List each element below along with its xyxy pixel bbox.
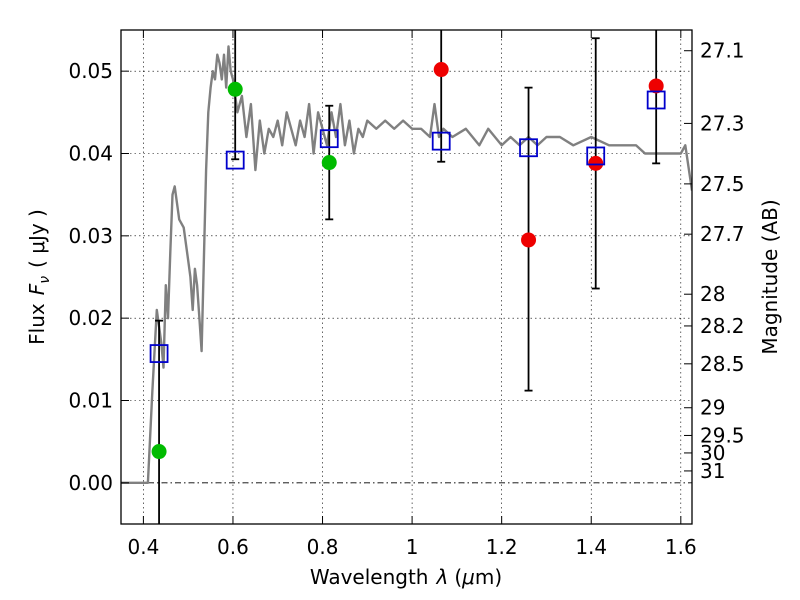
mag-tick-label: 27.7 — [700, 222, 745, 246]
y-axis-title-unit: ( μJy ) — [25, 209, 49, 268]
photometry-point — [433, 62, 449, 78]
mag-tick-label: 29 — [700, 396, 725, 420]
y-axis-title-subscript: ν — [37, 276, 53, 284]
x-axis-title-unit-mu: μ — [461, 565, 475, 589]
mag-tick-label: 27.5 — [700, 172, 745, 196]
y-axis-title: Flux Fν ( μJy ) — [25, 209, 53, 345]
model-flux-square — [646, 90, 666, 110]
mag-tick-label: 27.3 — [700, 111, 745, 135]
x-axis-title-unit-rest: m) — [475, 565, 502, 589]
model-flux-square — [225, 150, 245, 170]
x-tick-label: 1 — [406, 535, 419, 559]
mag-tick-label: 27.1 — [700, 39, 745, 63]
mag-tick-label: 31 — [700, 459, 725, 483]
y2-axis-title: Magnitude (AB) — [758, 199, 782, 354]
x-tick-label: 0.6 — [217, 535, 249, 559]
x-axis-title: Wavelength λ (μm) — [310, 565, 502, 589]
y-tick-label: 0.05 — [68, 59, 113, 83]
x-tick-label: 0.4 — [127, 535, 159, 559]
y-tick-label: 0.02 — [68, 306, 113, 330]
model-flux-square — [586, 146, 606, 166]
photometry-point — [151, 444, 167, 460]
mag-tick-label: 28.2 — [700, 314, 745, 338]
plot-frame — [120, 29, 693, 525]
model-flux-square — [319, 129, 339, 149]
model-spectrum-line — [121, 45, 692, 484]
y-tick-label: 0.04 — [68, 142, 113, 166]
y-axis-title-text: Flux — [25, 303, 49, 345]
tick-label-layer: 0.4 0.6 0.8 1 1.2 1.4 1.6 0.00 0.01 0.02 0.03 0.04 0… — [68, 39, 744, 559]
mag-tick-label: 29.5 — [700, 423, 745, 447]
x-tick-label: 1.6 — [665, 535, 697, 559]
photometry-point — [588, 155, 604, 171]
marker-layer — [149, 62, 666, 460]
x-axis-title-unit-open: ( — [454, 565, 462, 589]
x-tick-label: 1.2 — [486, 535, 518, 559]
mag-tick-label: 28.5 — [700, 352, 745, 376]
y-axis-title-symbol: F — [25, 283, 49, 295]
y-tick-label: 0.01 — [68, 389, 113, 413]
photometry-point — [321, 155, 337, 171]
mag-tick-label: 28 — [700, 282, 725, 306]
model-flux-square — [519, 138, 538, 158]
model-flux-square — [431, 131, 451, 151]
y-tick-label: 0.03 — [68, 224, 113, 248]
model-spectrum-layer — [121, 45, 692, 484]
x-tick-label: 0.8 — [307, 535, 339, 559]
photometry-point — [227, 81, 243, 97]
mag-tick-label: 30 — [700, 441, 725, 465]
y-tick-label: 0.00 — [68, 471, 113, 495]
model-flux-square — [149, 344, 169, 363]
x-axis-title-text: Wavelength — [310, 565, 429, 589]
photometry-point — [521, 232, 537, 248]
photometry-point — [648, 78, 664, 94]
x-tick-label: 1.4 — [575, 535, 607, 559]
tick-layer — [121, 30, 692, 524]
x-axis-title-symbol: λ — [435, 565, 448, 589]
